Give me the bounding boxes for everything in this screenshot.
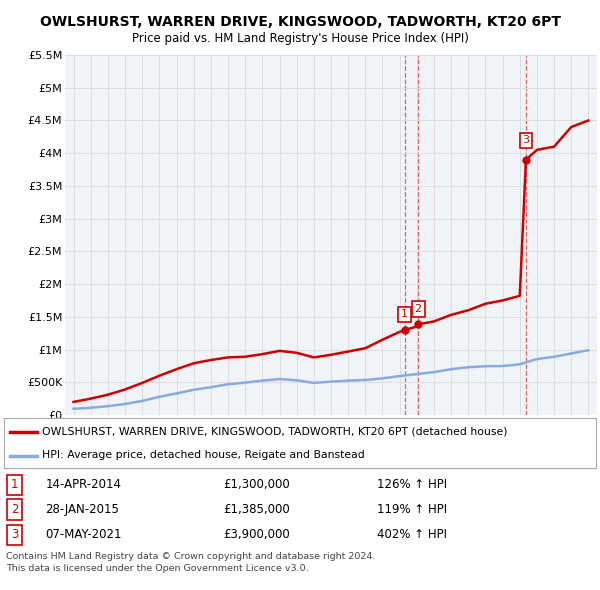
Text: 119% ↑ HPI: 119% ↑ HPI [377, 503, 447, 516]
Text: £1,300,000: £1,300,000 [223, 478, 290, 491]
Text: 07-MAY-2021: 07-MAY-2021 [46, 529, 122, 542]
Text: 28-JAN-2015: 28-JAN-2015 [46, 503, 119, 516]
Text: Price paid vs. HM Land Registry's House Price Index (HPI): Price paid vs. HM Land Registry's House … [131, 32, 469, 45]
Text: 3: 3 [11, 529, 19, 542]
Text: This data is licensed under the Open Government Licence v3.0.: This data is licensed under the Open Gov… [6, 564, 308, 573]
Text: 126% ↑ HPI: 126% ↑ HPI [377, 478, 447, 491]
Text: OWLSHURST, WARREN DRIVE, KINGSWOOD, TADWORTH, KT20 6PT (detached house): OWLSHURST, WARREN DRIVE, KINGSWOOD, TADW… [43, 427, 508, 437]
Text: HPI: Average price, detached house, Reigate and Banstead: HPI: Average price, detached house, Reig… [43, 451, 365, 461]
Text: Contains HM Land Registry data © Crown copyright and database right 2024.: Contains HM Land Registry data © Crown c… [6, 552, 376, 561]
Text: 2: 2 [415, 304, 422, 314]
Text: 1: 1 [401, 309, 408, 319]
Text: £1,385,000: £1,385,000 [223, 503, 290, 516]
Text: 3: 3 [523, 135, 529, 145]
Text: 2: 2 [11, 503, 19, 516]
Text: £3,900,000: £3,900,000 [223, 529, 290, 542]
Text: 402% ↑ HPI: 402% ↑ HPI [377, 529, 447, 542]
Text: OWLSHURST, WARREN DRIVE, KINGSWOOD, TADWORTH, KT20 6PT: OWLSHURST, WARREN DRIVE, KINGSWOOD, TADW… [40, 15, 560, 29]
Text: 1: 1 [11, 478, 19, 491]
Text: 14-APR-2014: 14-APR-2014 [46, 478, 121, 491]
